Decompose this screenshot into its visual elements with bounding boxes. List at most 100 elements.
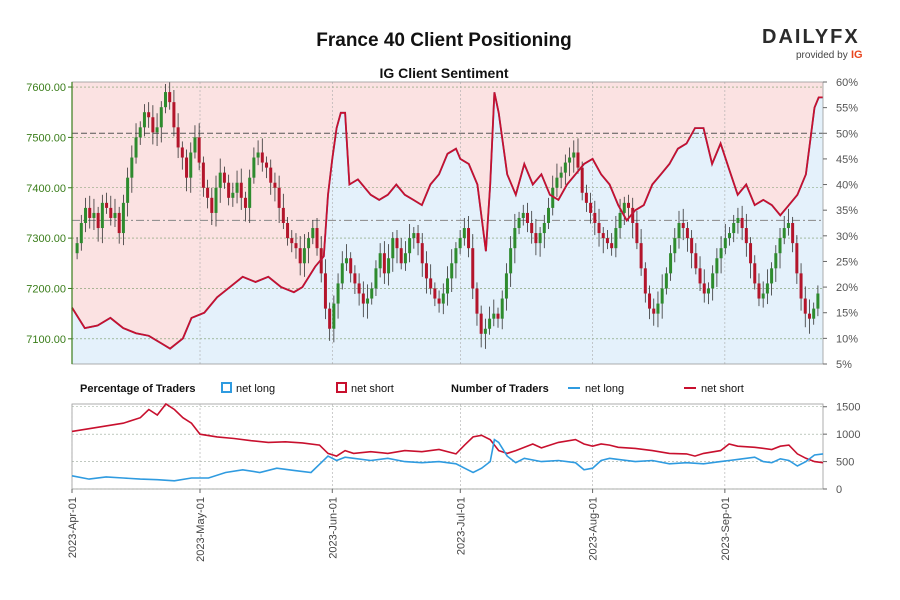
chart-subtitle: IG Client Sentiment — [379, 65, 508, 81]
candle-up — [770, 268, 774, 284]
candle-down — [294, 243, 298, 249]
candle-up — [340, 263, 344, 284]
candle-up — [130, 157, 134, 178]
sentiment-lines — [71, 92, 823, 350]
candle-down — [315, 228, 319, 249]
candle-down — [597, 223, 601, 234]
candle-down — [96, 212, 100, 229]
candle-down — [467, 228, 471, 249]
candle-up — [126, 177, 130, 203]
candle-up — [778, 238, 782, 254]
candle-up — [782, 228, 786, 239]
candle-down — [88, 207, 92, 218]
candle-up — [252, 157, 256, 178]
candle-up — [765, 283, 769, 294]
candle-down — [437, 298, 441, 304]
percent-tick-label: 40% — [836, 180, 858, 192]
candle-down — [589, 202, 593, 213]
candle-up — [378, 253, 382, 269]
candle-down — [576, 152, 580, 168]
candle-up — [307, 238, 311, 249]
candle-down — [601, 233, 605, 239]
main-grid — [71, 82, 823, 364]
candle-up — [719, 248, 723, 259]
candle-down — [151, 117, 155, 133]
candle-down — [286, 223, 290, 239]
candle-up — [311, 228, 315, 239]
legend-num-long: net long — [585, 383, 624, 395]
candle-up — [669, 253, 673, 274]
candle-up — [563, 162, 567, 173]
candle-down — [185, 157, 189, 178]
candle-down — [605, 238, 609, 244]
candle-down — [626, 202, 630, 208]
candle-down — [749, 243, 753, 264]
candle-down — [260, 152, 264, 163]
candle-down — [530, 223, 534, 234]
candle-down — [105, 202, 109, 208]
percent-tick-label: 60% — [836, 77, 858, 89]
legend: Percentage of Traders net long net short… — [80, 382, 744, 395]
candle-down — [744, 228, 748, 244]
candle-down — [635, 223, 639, 244]
candle-up — [446, 278, 449, 294]
candle-down — [584, 192, 588, 203]
candle-down — [534, 233, 538, 244]
candle-down — [648, 293, 652, 309]
net-short-pct-line — [71, 92, 823, 350]
candle-up — [403, 253, 407, 264]
candle-up — [542, 223, 546, 234]
candle-up — [462, 228, 466, 239]
price-tick-label: 7500.00 — [26, 132, 66, 144]
trader-count-panel: 0 500 1000 1500 — [71, 402, 860, 496]
candle-down — [222, 172, 226, 183]
sentiment-background — [72, 82, 823, 365]
x-tick-label: 2023-Jun-01 — [327, 497, 339, 559]
candle-up — [614, 228, 618, 249]
percent-tick-label: 45% — [836, 154, 858, 166]
candle-up — [256, 152, 260, 158]
candle-down — [323, 273, 327, 309]
candle-down — [690, 238, 694, 254]
legend-num-short: net short — [701, 383, 744, 395]
net-short-count-line — [71, 402, 824, 464]
candle-down — [593, 212, 597, 223]
candle-down — [298, 248, 302, 264]
candle-down — [197, 137, 201, 163]
candle-up — [134, 137, 138, 158]
candle-up — [391, 238, 395, 259]
candle-up — [677, 223, 681, 239]
candle-up — [75, 243, 79, 254]
candle-down — [206, 187, 210, 198]
bg-long-area — [72, 92, 823, 365]
candle-down — [201, 162, 205, 188]
candle-down — [580, 167, 584, 193]
legend-percentage-title: Percentage of Traders — [80, 383, 196, 395]
candle-down — [349, 258, 353, 274]
candle-up — [189, 152, 193, 178]
candle-up — [786, 223, 790, 229]
candle-down — [353, 273, 357, 284]
candle-down — [740, 217, 744, 229]
percent-tick-label: 50% — [836, 128, 858, 140]
candle-down — [277, 187, 281, 208]
candle-down — [109, 207, 113, 218]
candle-up — [370, 288, 374, 299]
candle-up — [458, 238, 462, 249]
candle-down — [639, 243, 643, 269]
price-tick-label: 7300.00 — [26, 233, 66, 245]
legend-pct-short: net short — [351, 383, 394, 395]
candle-up — [387, 258, 391, 274]
candle-up — [374, 268, 378, 289]
candle-up — [248, 177, 252, 208]
candle-up — [488, 318, 492, 329]
candle-up — [568, 157, 572, 163]
candle-up — [673, 238, 677, 254]
candle-down — [172, 102, 176, 128]
price-tick-label: 7200.00 — [26, 283, 66, 295]
x-tick-label: 2023-Sep-01 — [720, 497, 732, 561]
x-tick-label: 2023-Jul-01 — [455, 497, 467, 555]
legend-number-title: Number of Traders — [451, 383, 549, 395]
candle-down — [420, 243, 424, 264]
percent-tick-label: 15% — [836, 308, 858, 320]
